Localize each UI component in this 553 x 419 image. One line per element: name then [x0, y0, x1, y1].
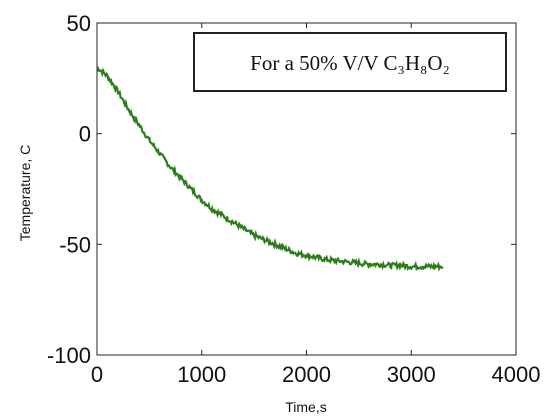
y-tick-label: 50 [67, 11, 91, 36]
x-tick-label: 1000 [177, 362, 226, 387]
y-tick-label: -50 [59, 232, 91, 257]
tick-marks [96, 22, 517, 356]
y-axis-label: Temperature, C [17, 145, 33, 241]
x-tick-label: 3000 [387, 362, 436, 387]
x-tick-label: 2000 [282, 362, 331, 387]
legend-box [193, 32, 507, 92]
x-tick-labels: 0 1000 2000 3000 4000 [91, 362, 541, 387]
x-axis-label: Time,s [285, 399, 326, 415]
x-tick-label: 0 [91, 362, 103, 387]
y-tick-label: -100 [47, 343, 91, 368]
legend: For a 50% V/V C₃H₈O₂ [193, 32, 507, 92]
x-tick-label: 4000 [492, 362, 541, 387]
legend-entry: For a 50% V/V C₃H₈O₂ [250, 51, 450, 75]
y-tick-label: 0 [79, 122, 91, 147]
y-tick-labels: 50 0 -50 -100 [47, 11, 91, 368]
series-line [96, 66, 444, 272]
